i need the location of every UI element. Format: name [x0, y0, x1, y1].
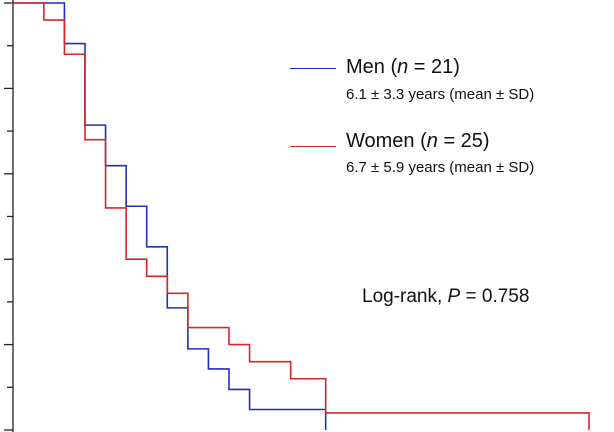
log-rank-annotation: Log-rank, P = 0.758: [362, 286, 530, 307]
legend-label-women: Women (n = 25): [346, 130, 490, 152]
legend-label-men: Men (n = 21): [346, 56, 460, 78]
y-axis: [4, 0, 14, 432]
legend-swatch-men: [290, 68, 336, 69]
survival-curves: [13, 2, 590, 430]
legend-swatch-women: [290, 146, 336, 147]
series-line-men: [13, 2, 327, 430]
series-line-women: [13, 2, 590, 430]
legend-subtitle-women: 6.7 ± 5.9 years (mean ± SD): [346, 159, 535, 176]
legend-subtitle-men: 6.1 ± 3.3 years (mean ± SD): [346, 86, 535, 103]
